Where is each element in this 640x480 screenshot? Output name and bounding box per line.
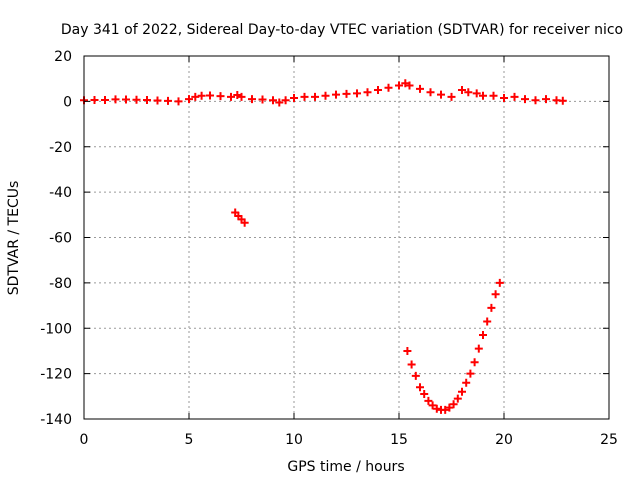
data-point <box>428 401 437 410</box>
y-tick-label: -140 <box>40 412 72 428</box>
data-point <box>143 96 151 105</box>
data-point <box>342 89 351 98</box>
data-point <box>558 96 567 105</box>
data-point <box>416 84 424 93</box>
y-tick-label: -80 <box>49 276 72 292</box>
chart-title: Day 341 of 2022, Sidereal Day-to-day VTE… <box>61 22 623 38</box>
data-point <box>426 88 435 97</box>
data-point <box>470 358 479 367</box>
data-point <box>510 92 519 101</box>
data-point <box>164 96 172 105</box>
data-point <box>275 98 284 107</box>
data-point <box>281 96 290 105</box>
data-point <box>174 97 183 106</box>
data-point <box>472 89 481 98</box>
data-point <box>489 91 498 100</box>
data-point <box>153 96 162 105</box>
data-point <box>311 92 319 101</box>
y-tick-label: -100 <box>40 321 72 337</box>
data-point <box>191 92 200 101</box>
y-tick-label: 20 <box>54 49 72 65</box>
data-point <box>403 346 412 355</box>
data-point <box>363 88 372 97</box>
data-point <box>411 371 420 380</box>
y-axis-label: SDTVAR / TECUs <box>6 181 22 296</box>
data-point <box>495 278 504 287</box>
data-point <box>447 92 456 101</box>
data-point <box>237 92 246 101</box>
data-point <box>384 83 393 92</box>
data-point <box>462 378 471 387</box>
data-point <box>441 405 450 414</box>
data-point <box>258 95 267 104</box>
data-point <box>466 369 475 378</box>
data-point <box>111 95 120 104</box>
data-point <box>401 79 410 88</box>
data-point <box>269 96 277 105</box>
y-tick-label: -20 <box>49 140 72 156</box>
data-point <box>321 91 330 100</box>
data-point <box>240 218 249 227</box>
data-point <box>531 96 540 105</box>
data-point <box>405 81 414 90</box>
data-point <box>197 91 206 100</box>
data-point <box>216 92 225 101</box>
data-point <box>353 89 361 98</box>
data-point <box>374 86 382 95</box>
data-point <box>479 331 487 340</box>
x-axis-label: GPS time / hours <box>287 459 404 475</box>
data-point <box>474 344 483 353</box>
data-point <box>407 360 416 369</box>
x-tick-label: 0 <box>80 432 89 448</box>
y-tick-label: -120 <box>40 367 72 383</box>
axis-ticks <box>83 55 610 420</box>
data-point <box>233 91 242 100</box>
data-point <box>483 317 492 326</box>
data-points <box>80 79 567 414</box>
x-tick-label: 10 <box>285 432 303 448</box>
x-tick-label: 5 <box>185 432 194 448</box>
data-point <box>542 95 550 104</box>
data-point <box>479 91 487 100</box>
data-point <box>424 396 433 405</box>
data-point <box>521 95 529 104</box>
data-point <box>395 81 403 90</box>
data-point <box>90 96 99 105</box>
y-tick-label: -40 <box>49 185 72 201</box>
data-point <box>449 400 458 409</box>
data-point <box>416 383 424 392</box>
data-point <box>500 93 508 102</box>
data-point <box>227 92 235 101</box>
data-point <box>122 95 130 104</box>
data-point <box>458 387 466 396</box>
data-point <box>185 95 193 104</box>
grid-lines <box>84 56 609 419</box>
data-point <box>458 86 466 95</box>
tick-labels: 0 5 10 15 20 25 20 0 -20 -40 -60 -80 -100 -120 -140 <box>40 49 618 448</box>
x-tick-label: 15 <box>390 432 408 448</box>
data-point <box>248 95 256 104</box>
x-tick-label: 25 <box>600 432 618 448</box>
data-point <box>445 403 454 412</box>
data-point <box>206 91 214 100</box>
data-point <box>432 404 441 413</box>
y-tick-label: -60 <box>49 231 72 247</box>
data-point <box>453 394 462 403</box>
data-point <box>491 290 500 299</box>
data-point <box>420 390 429 399</box>
data-point <box>487 303 496 312</box>
x-tick-label: 20 <box>495 432 513 448</box>
data-point <box>300 92 309 101</box>
data-point <box>101 96 109 105</box>
data-point <box>437 90 445 99</box>
data-point <box>332 90 340 99</box>
y-tick-label: 0 <box>63 94 72 110</box>
data-point <box>132 95 141 104</box>
data-point <box>290 93 298 102</box>
data-point <box>464 88 473 97</box>
